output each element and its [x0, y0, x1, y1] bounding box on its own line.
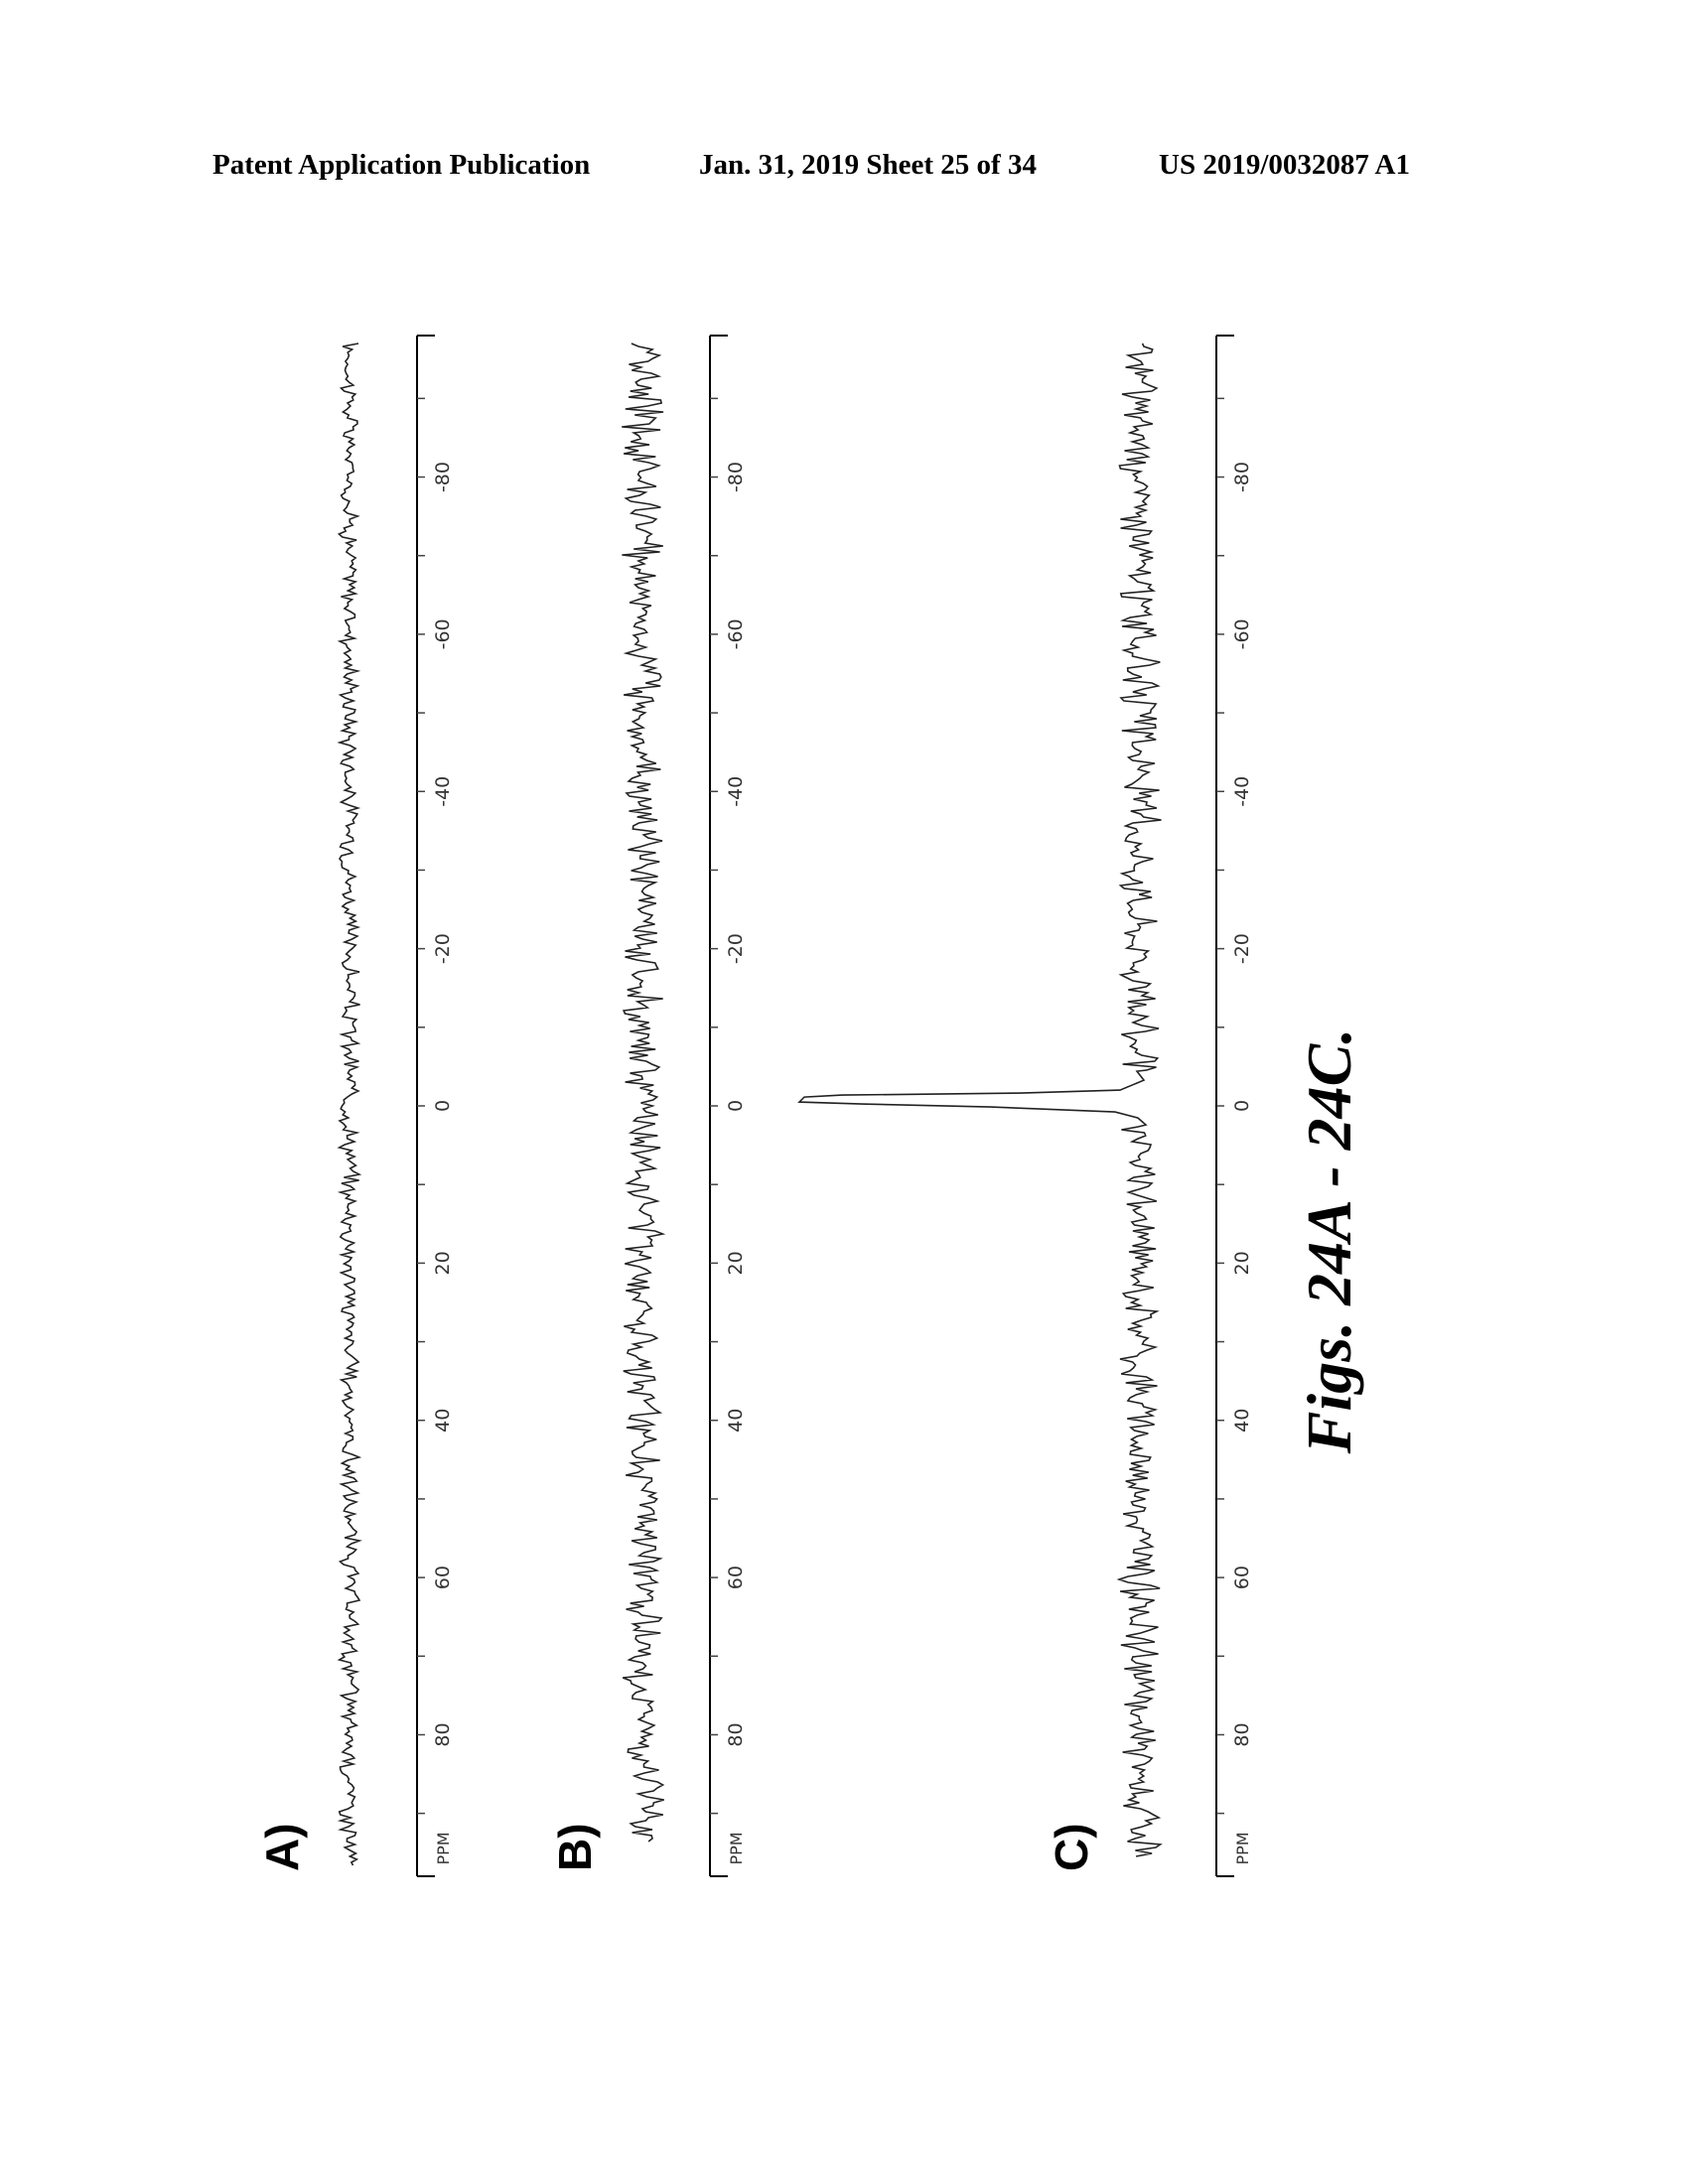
- tick-label: 20: [725, 1251, 747, 1275]
- tick-label: -20: [1231, 933, 1253, 964]
- tick-label: -20: [432, 933, 454, 964]
- tick-label: -40: [432, 776, 454, 807]
- panel-label: C): [1046, 1823, 1097, 1871]
- tick-label: 20: [1231, 1251, 1253, 1275]
- tick-label: 0: [725, 1100, 747, 1112]
- axis-unit-label: PPM: [434, 1832, 453, 1864]
- tick-label: 40: [1231, 1409, 1253, 1433]
- tick-label: 80: [725, 1722, 747, 1746]
- tick-label: -60: [1231, 618, 1253, 649]
- tick-label: -80: [725, 462, 747, 492]
- tick-label: 0: [432, 1100, 454, 1112]
- tick-label: 60: [432, 1566, 454, 1589]
- tick-label: 80: [432, 1722, 454, 1746]
- spectra-panels: 80 60 40 20 0 -20 -40 -60 -80 PPM A) 80 60 40 20 0 -20 -4…: [256, 336, 1253, 1876]
- axis-unit-label: PPM: [727, 1832, 746, 1864]
- tick-label: -80: [432, 462, 454, 492]
- spectrum-panel-1: 80 60 40 20 0 -20 -40 -60 -80 PPM A): [256, 336, 454, 1876]
- spectrum-trace: [622, 343, 664, 1842]
- tick-label: 40: [432, 1409, 454, 1433]
- tick-label: 40: [725, 1409, 747, 1433]
- tick-label: 60: [725, 1566, 747, 1589]
- spectrum-trace: [339, 343, 359, 1865]
- tick-label: 20: [432, 1251, 454, 1275]
- tick-label: -60: [725, 618, 747, 649]
- tick-label: 80: [1231, 1722, 1253, 1746]
- tick-label: -60: [432, 618, 454, 649]
- spectrum-panel-3: 80 60 40 20 0 -20 -40 -60 -80 PPM C): [799, 336, 1253, 1876]
- tick-label: 0: [1231, 1100, 1253, 1112]
- tick-label: -80: [1231, 462, 1253, 492]
- axis-unit-label: PPM: [1233, 1832, 1252, 1864]
- tick-label: -40: [725, 776, 747, 807]
- panel-label: B): [549, 1823, 601, 1871]
- figure-caption: Figs. 24A - 24C.: [1294, 1028, 1364, 1455]
- tick-label: -40: [1231, 776, 1253, 807]
- tick-label: 60: [1231, 1566, 1253, 1589]
- spectrum-trace: [799, 343, 1162, 1856]
- panel-label: A): [256, 1823, 308, 1871]
- spectrum-panel-2: 80 60 40 20 0 -20 -40 -60 -80 PPM B): [549, 336, 747, 1876]
- tick-label: -20: [725, 933, 747, 964]
